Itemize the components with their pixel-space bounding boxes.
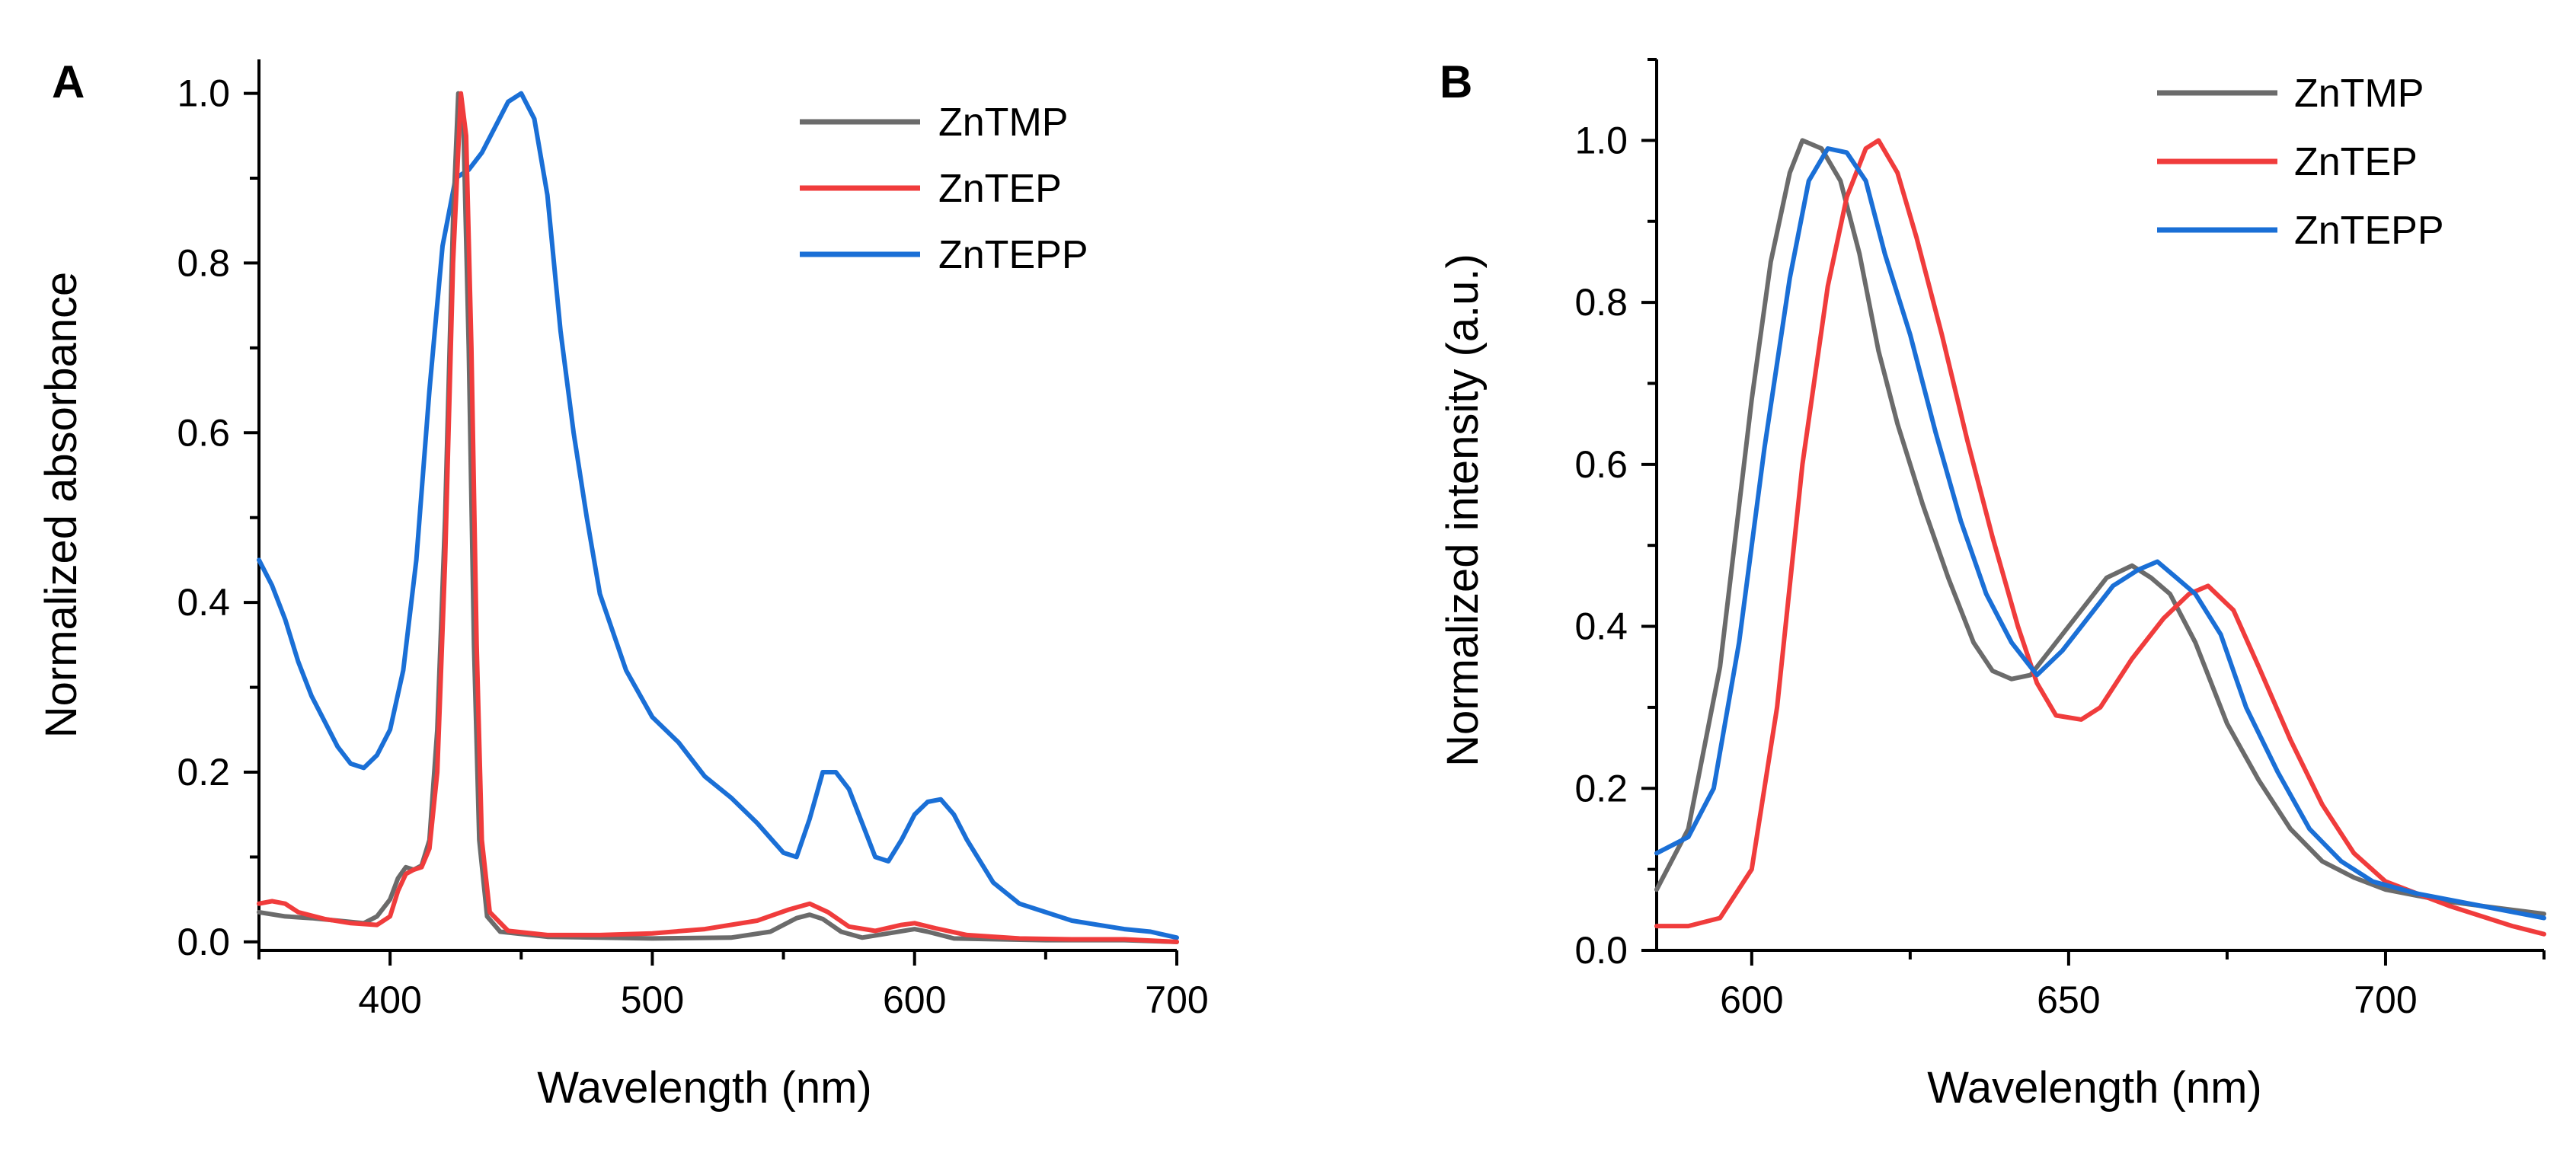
panel-b: B 600 650 700 0.0 0.2 0.4 0.6 0.8 1.0 Wavelengt… (1438, 56, 2546, 1113)
legend-label-zntmp: ZnTMP (2294, 72, 2424, 116)
y-tick-label-0-0: 0.0 (177, 921, 230, 963)
legend-label-zntep: ZnTEP (938, 167, 1062, 211)
panel-b-series (1654, 138, 2546, 937)
panel-b-x-ticks: 600 650 700 (1720, 950, 2546, 1021)
panel-a-legend: ZnTMP ZnTEP ZnTEPP (800, 101, 1088, 277)
panel-b-axes (1655, 59, 2544, 952)
panel-b-y-ticks: 0.0 0.2 0.4 0.6 0.8 1.0 (1574, 58, 1657, 972)
y-tick-label-0-0: 0.0 (1574, 929, 1628, 972)
y-tick-label-1-0: 1.0 (1574, 119, 1628, 161)
y-tick-label-0-6: 0.6 (177, 411, 230, 454)
panel-b-legend: ZnTMP ZnTEP ZnTEPP (2157, 72, 2444, 253)
series-line-zntep (257, 91, 1179, 944)
series-line-zntep (1654, 138, 2546, 937)
x-tick-label-500: 500 (621, 979, 684, 1021)
series-line-zntepp (1654, 146, 2546, 921)
legend-label-zntmp: ZnTMP (938, 101, 1068, 145)
legend-label-zntepp: ZnTEPP (2294, 209, 2444, 253)
panel-a-y-axis-title: Normalized absorbance (37, 272, 86, 739)
panel-a-y-ticks: 0.0 0.2 0.4 0.6 0.8 1.0 (177, 72, 259, 963)
panel-a-label: A (52, 56, 85, 107)
panel-a-series (257, 91, 1179, 944)
x-tick-label-600: 600 (1720, 979, 1783, 1021)
series-line-zntepp (257, 91, 1179, 940)
legend-label-zntep: ZnTEP (2294, 140, 2418, 184)
legend-label-zntepp: ZnTEPP (938, 233, 1088, 277)
panel-a-x-ticks: 400 500 600 700 (257, 950, 1209, 1021)
y-tick-label-0-8: 0.8 (177, 241, 230, 284)
panel-a: A 400 500 600 700 0.0 0.2 0.4 0.6 0.8 1.0 Wavele… (37, 56, 1209, 1113)
y-tick-label-0-2: 0.2 (1574, 767, 1628, 809)
y-tick-label-0-8: 0.8 (1574, 281, 1628, 324)
y-tick-label-0-4: 0.4 (177, 581, 230, 624)
x-tick-label-700: 700 (2354, 979, 2417, 1021)
panel-b-y-axis-title: Normalized intensity (a.u.) (1438, 254, 1488, 767)
x-tick-label-600: 600 (883, 979, 946, 1021)
series-line-zntmp (1654, 138, 2546, 917)
panel-b-label: B (1440, 56, 1472, 107)
x-tick-label-650: 650 (2037, 979, 2100, 1021)
y-tick-label-0-2: 0.2 (177, 751, 230, 793)
y-tick-label-0-6: 0.6 (1574, 443, 1628, 486)
x-tick-label-700: 700 (1145, 979, 1208, 1021)
panel-b-x-axis-title: Wavelength (nm) (1927, 1063, 2261, 1113)
series-line-zntmp (257, 91, 1179, 944)
panel-a-x-axis-title: Wavelength (nm) (537, 1063, 871, 1113)
panel-a-axes (257, 59, 1177, 952)
y-tick-label-1-0: 1.0 (177, 72, 230, 115)
y-tick-label-0-4: 0.4 (1574, 605, 1628, 648)
x-tick-label-400: 400 (358, 979, 421, 1021)
